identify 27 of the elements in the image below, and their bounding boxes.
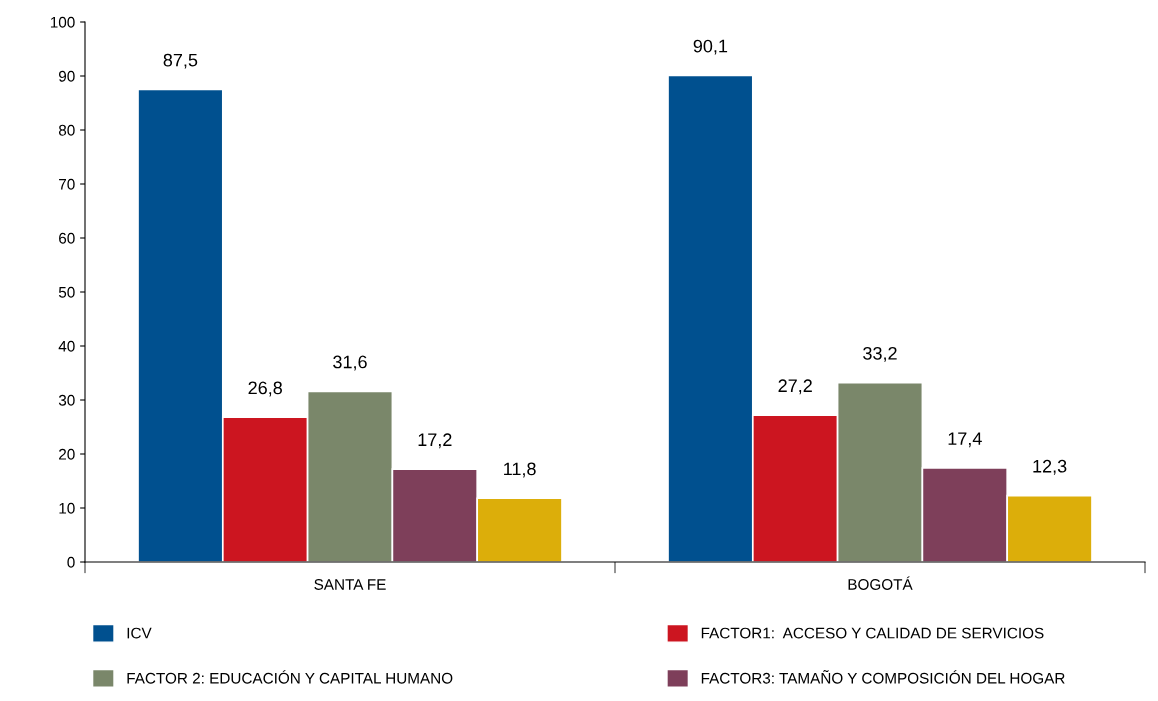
data-label: 33,2 — [863, 346, 897, 362]
data-label: 87,5 — [163, 53, 198, 69]
data-label: 90,1 — [693, 39, 728, 55]
legend-label: FACTOR3: TAMAÑO Y COMPOSICIÓN DEL HOGAR — [701, 670, 1065, 684]
y-tick-label: 10 — [59, 502, 75, 514]
y-tick-label: 30 — [58, 394, 75, 406]
data-label: 26,8 — [248, 381, 282, 397]
y-tick-label: 80 — [58, 124, 75, 136]
y-tick-label: 100 — [50, 16, 75, 28]
legend-label: FACTOR 2: EDUCACIÓN Y CAPITAL HUMANO — [127, 670, 453, 684]
x-tick-label: BOGOTÁ — [848, 576, 913, 590]
data-label: 17,2 — [418, 433, 452, 449]
y-tick-label: 0 — [67, 556, 75, 568]
data-label: 27,2 — [778, 379, 812, 395]
legend-label: ICV — [127, 627, 152, 639]
data-label: 31,6 — [333, 355, 367, 371]
y-tick-label: 60 — [59, 232, 75, 244]
y-tick-label: 70 — [59, 178, 75, 190]
x-tick-label: SANTA FE — [314, 579, 386, 590]
data-label: 12,3 — [1033, 459, 1067, 475]
data-label: 11,8 — [504, 462, 536, 478]
y-tick-label: 50 — [58, 286, 75, 298]
y-tick-label: 90 — [59, 70, 75, 82]
data-label: 17,4 — [948, 432, 982, 448]
y-tick-label: 40 — [58, 340, 75, 352]
y-tick-label: 20 — [59, 448, 75, 460]
legend-label: FACTOR1: ACCESO Y CALIDAD DE SERVICIOS — [701, 627, 1044, 639]
